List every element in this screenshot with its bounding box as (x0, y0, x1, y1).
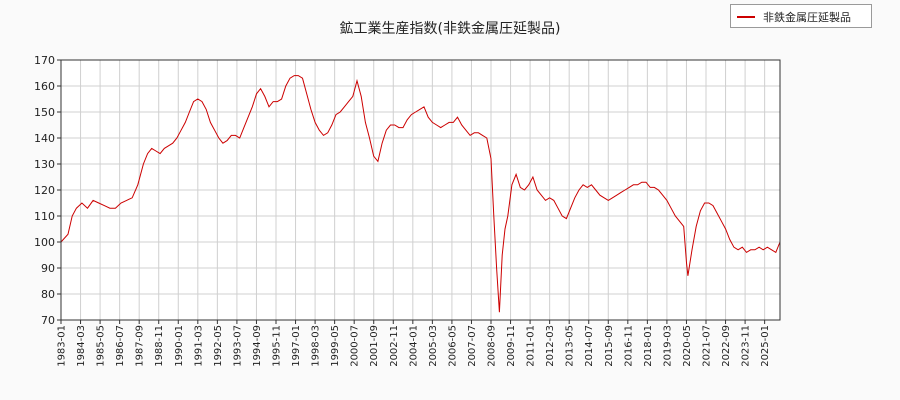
y-tick-label: 160 (34, 80, 55, 93)
y-tick-label: 80 (41, 288, 55, 301)
x-tick-label: 1994-09 (252, 325, 263, 367)
x-tick-label: 2004-01 (408, 325, 419, 367)
x-tick-label: 2002-11 (389, 325, 400, 367)
x-tick-label: 2022-09 (721, 325, 732, 367)
x-axis-tick-labels: 1983-01 1984-03 1985-05 1986-07 1987-09 1988-… (57, 325, 772, 367)
y-tick-label: 110 (34, 210, 55, 223)
x-tick-label: 2014-07 (584, 325, 595, 367)
x-tick-label: 2007-07 (467, 325, 478, 367)
x-tick-label: 2019-03 (662, 325, 673, 367)
x-tick-label: 2016-11 (623, 325, 634, 367)
x-tick-label: 2015-09 (604, 325, 615, 367)
x-tick-label: 2001-09 (369, 325, 380, 367)
plot-frame (60, 59, 781, 321)
y-tick-label: 70 (41, 314, 55, 327)
x-tick-label: 2011-01 (526, 325, 537, 367)
y-tick-label: 150 (34, 106, 55, 119)
x-tick-label: 1997-01 (291, 325, 302, 367)
y-tick-label: 130 (34, 158, 55, 171)
x-tick-label: 1984-03 (76, 325, 87, 367)
x-tick-label: 2005-03 (428, 325, 439, 367)
x-tick-label: 2013-05 (565, 325, 576, 367)
y-axis-tick-labels: 70 80 90 100 110 120 130 140 150 160 170 (34, 54, 55, 327)
y-tick-label: 90 (41, 262, 55, 275)
x-tick-label: 2008-09 (487, 325, 498, 367)
x-tick-label: 1991-03 (193, 325, 204, 367)
x-tick-label: 1983-01 (57, 325, 68, 367)
legend-label: 非鉄金属圧延製品 (763, 11, 851, 24)
x-tick-label: 1990-01 (174, 325, 185, 367)
x-tick-label: 1993-07 (232, 325, 243, 367)
y-tick-label: 170 (34, 54, 55, 67)
x-axis-ticks (60, 320, 766, 324)
x-tick-label: 2006-05 (447, 325, 458, 367)
x-tick-label: 2000-07 (350, 325, 361, 367)
gridlines (57, 59, 780, 321)
series-line (60, 75, 781, 313)
legend-swatch (737, 16, 755, 18)
legend: 非鉄金属圧延製品 (730, 4, 872, 28)
x-tick-label: 2025-01 (760, 325, 771, 367)
x-tick-label: 1988-11 (154, 325, 165, 367)
y-tick-label: 100 (34, 236, 55, 249)
x-tick-label: 1987-09 (135, 325, 146, 367)
x-tick-label: 2012-03 (545, 325, 556, 367)
y-tick-label: 120 (34, 184, 55, 197)
x-tick-label: 1999-05 (330, 325, 341, 367)
x-tick-label: 1992-05 (213, 325, 224, 367)
chart-title: 鉱工業生産指数(非鉄金属圧延製品) (340, 20, 561, 37)
x-tick-label: 2018-01 (643, 325, 654, 367)
x-tick-label: 2021-07 (702, 325, 713, 367)
y-tick-label: 140 (34, 132, 55, 145)
x-tick-label: 2023-11 (741, 325, 752, 367)
x-tick-label: 1998-03 (311, 325, 322, 367)
x-tick-label: 2020-05 (682, 325, 693, 367)
x-tick-label: 1995-11 (272, 325, 283, 367)
x-tick-label: 1986-07 (115, 325, 126, 367)
x-tick-label: 1985-05 (96, 325, 107, 367)
x-tick-label: 2009-11 (506, 325, 517, 367)
